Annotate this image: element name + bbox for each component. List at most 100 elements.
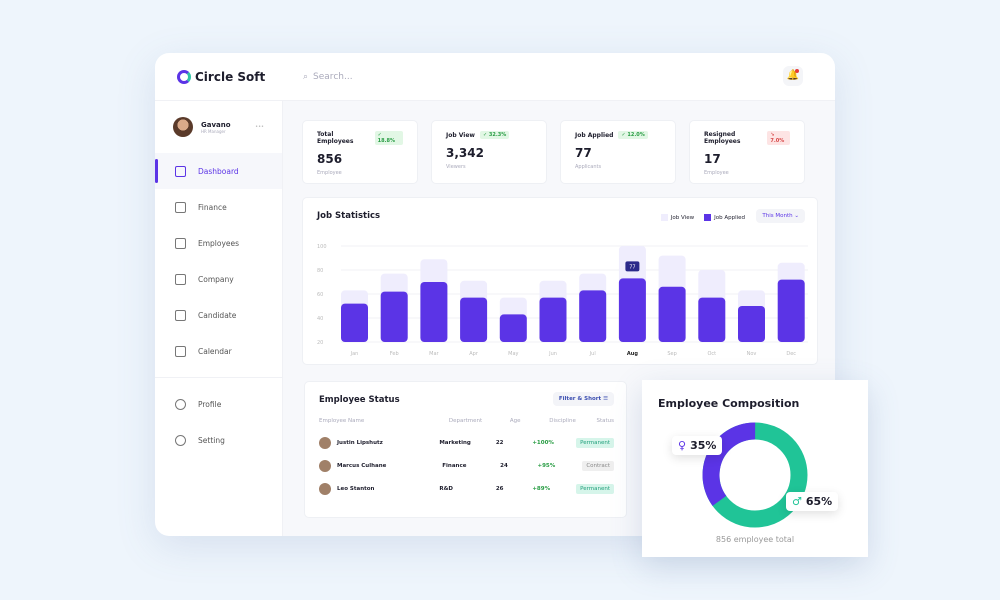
bar-job-applied[interactable] xyxy=(539,297,567,342)
female-icon: ♀ xyxy=(678,439,687,452)
total-employees-label: 856 employee total xyxy=(715,535,795,544)
y-tick-label: 80 xyxy=(317,268,323,274)
x-tick-label: Apr xyxy=(469,351,479,357)
logo-icon xyxy=(177,69,191,84)
period-dropdown[interactable]: This Month ⌄ xyxy=(756,209,805,223)
sidebar-item-candidate[interactable]: Candidate xyxy=(155,297,282,333)
bar-job-applied[interactable] xyxy=(579,290,607,342)
bar-job-applied[interactable] xyxy=(777,279,805,342)
y-tick-label: 20 xyxy=(317,340,323,346)
status-badge: Permanent xyxy=(576,484,614,494)
stat-card-job-view[interactable]: Job View ✓ 32.3% 3,342 Viewers xyxy=(431,120,547,184)
candidate-icon xyxy=(175,309,186,321)
bar-job-applied[interactable] xyxy=(420,282,448,342)
age: 24 xyxy=(500,463,508,469)
tooltip xyxy=(625,261,640,272)
table-row[interactable]: Leo Stanton R&D 26 +89% Permanent xyxy=(319,478,614,500)
sidebar-item-employees[interactable]: Employees xyxy=(155,225,282,261)
stat-card-resigned[interactable]: Resigned Employees ↘ 7.0% 17 Employee xyxy=(689,120,805,184)
stat-sub: Employee xyxy=(317,170,342,176)
sidebar-item-profile[interactable]: Profile xyxy=(155,386,282,422)
calendar-icon xyxy=(175,345,186,357)
avatar xyxy=(319,437,331,449)
x-tick-label: Aug xyxy=(627,351,638,357)
bar-chart: 20 40 60 80 100 Jan Feb Mar Apr May Jun Jul Aug 77 Sep… xyxy=(317,244,808,357)
sidebar-item-setting[interactable]: Setting xyxy=(155,422,282,458)
legend-job-view: Job View xyxy=(660,214,694,221)
department: Finance xyxy=(442,463,467,469)
nav-label: Finance xyxy=(198,202,227,212)
bar-job-applied[interactable] xyxy=(460,297,488,342)
bar-job-applied[interactable] xyxy=(499,314,527,342)
avatar xyxy=(319,483,331,495)
card-title: Employee Composition xyxy=(658,397,800,410)
employee-name: Marcus Culhane xyxy=(337,463,387,469)
stat-card-job-applied[interactable]: Job Applied ✓ 12.0% 77 Applicants xyxy=(560,120,676,184)
avatar xyxy=(319,460,331,472)
stat-value: 17 xyxy=(704,152,721,166)
x-tick-label: Feb xyxy=(390,351,399,357)
table-row[interactable]: Justin Lipshutz Marketing 22 +100% Permanent xyxy=(319,432,614,454)
employee-name: Justin Lipshutz xyxy=(337,440,383,446)
stat-label: Job View xyxy=(446,131,475,139)
app-window: Circle Soft ⌕ Search... 🔔 Gavano HR Manage… xyxy=(155,53,835,536)
dashboard-icon xyxy=(175,165,186,177)
col-discipline[interactable]: Discipline xyxy=(549,418,576,424)
table-header: Employee Name Department Age Discipline Stat… xyxy=(319,418,614,424)
stat-sub: Viewers xyxy=(446,164,466,170)
x-tick-label: Jun xyxy=(548,351,557,357)
chart-legend: Job View Job Applied xyxy=(660,214,745,221)
department: R&D xyxy=(439,486,453,492)
x-tick-label: Oct xyxy=(707,351,716,357)
stat-value: 3,342 xyxy=(446,146,484,160)
x-tick-label: Nov xyxy=(747,351,757,357)
male-percentage: ♂ 65% xyxy=(786,492,839,511)
employee-composition-card: Employee Composition ♀ 35% ♂ 65% 856 emplo… xyxy=(642,380,868,557)
col-status[interactable]: Status xyxy=(596,418,614,424)
y-tick-label: 40 xyxy=(317,316,323,322)
bar-job-applied[interactable] xyxy=(698,297,726,342)
employee-status-card: Employee Status Filter & Short ☰ Employe… xyxy=(304,381,627,518)
sidebar-item-finance[interactable]: Finance xyxy=(155,189,282,225)
discipline: +89% xyxy=(532,486,551,492)
stat-value: 77 xyxy=(575,146,592,160)
finance-icon xyxy=(175,201,186,213)
col-age[interactable]: Age xyxy=(509,418,521,424)
discipline: +100% xyxy=(532,440,554,446)
col-department[interactable]: Department xyxy=(448,418,483,424)
trend-badge: ✓ 12.0% xyxy=(618,131,648,139)
sidebar-item-calendar[interactable]: Calendar xyxy=(155,333,282,369)
department: Marketing xyxy=(439,440,471,446)
search-icon: ⌕ xyxy=(303,71,309,82)
logo[interactable]: Circle Soft xyxy=(155,69,285,84)
bar-job-applied[interactable] xyxy=(341,303,368,342)
bar-job-applied[interactable] xyxy=(618,278,646,342)
bar-job-applied[interactable] xyxy=(738,306,765,342)
search-placeholder: Search... xyxy=(313,71,353,82)
age: 22 xyxy=(495,440,504,446)
bar-job-applied[interactable] xyxy=(380,291,408,342)
stat-card-total-employees[interactable]: Total Employees ✓ 18.8% 856 Employee xyxy=(302,120,418,184)
bar-job-applied[interactable] xyxy=(658,286,686,342)
y-tick-label: 100 xyxy=(317,244,327,250)
col-name[interactable]: Employee Name xyxy=(319,418,365,424)
table-row[interactable]: Marcus Culhane Finance 24 +95% Contract xyxy=(319,455,614,477)
nav-label: Setting xyxy=(198,435,225,445)
avatar xyxy=(173,117,193,137)
donut-chart xyxy=(702,422,808,528)
stat-value: 856 xyxy=(317,152,343,166)
nav-label: Candidate xyxy=(198,310,237,320)
filter-sort-button[interactable]: Filter & Short ☰ xyxy=(552,392,614,406)
chevron-down-icon: ⌄ xyxy=(794,213,799,219)
sidebar-item-company[interactable]: Company xyxy=(155,261,282,297)
notification-bell-icon[interactable]: 🔔 xyxy=(783,66,803,86)
more-icon[interactable]: ••• xyxy=(255,124,264,130)
search-input[interactable]: ⌕ Search... xyxy=(303,72,353,82)
briefcase-icon xyxy=(175,273,186,285)
app-name: Circle Soft xyxy=(195,69,266,84)
sidebar-item-dashboard[interactable]: Dashboard xyxy=(155,153,282,189)
divider xyxy=(155,377,282,378)
user-profile[interactable]: Gavano HR Manager ••• xyxy=(155,101,282,153)
employee-name: Leo Stanton xyxy=(337,486,375,492)
nav-label: Calendar xyxy=(198,346,232,356)
